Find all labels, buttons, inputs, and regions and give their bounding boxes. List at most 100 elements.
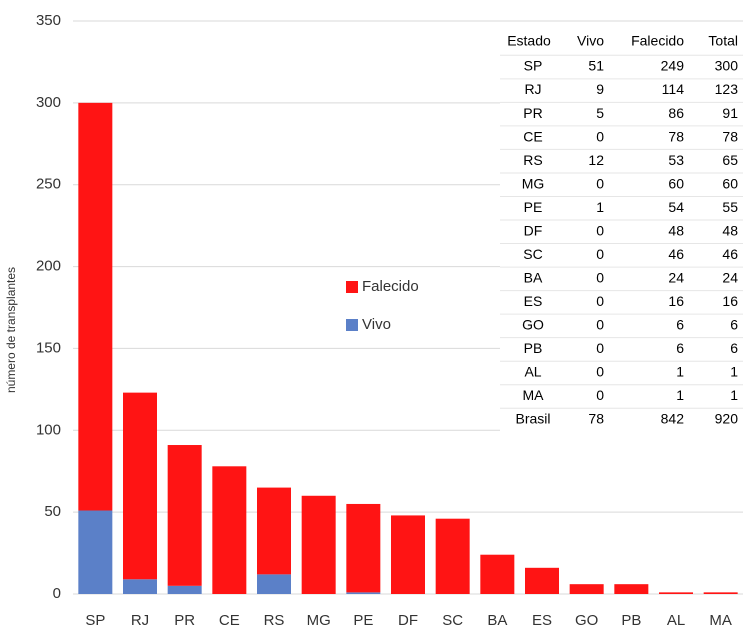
table-cell: 0: [596, 317, 604, 333]
table-cell: 91: [722, 105, 738, 121]
table-cell: 300: [715, 58, 739, 74]
table-bg: [500, 28, 743, 433]
bar-segment: [257, 574, 291, 594]
table-cell: 48: [668, 222, 684, 238]
table-cell: 78: [722, 128, 738, 144]
table-header: Vivo: [577, 33, 604, 49]
table-cell: BA: [524, 269, 543, 285]
table-cell: 65: [722, 152, 738, 168]
bar-segment: [480, 554, 515, 594]
table-cell: 123: [715, 81, 739, 97]
x-tick-label: SC: [442, 612, 463, 628]
x-tick-label: MG: [307, 612, 331, 628]
table-cell: DF: [524, 222, 543, 238]
bar-segment: [391, 515, 425, 594]
y-axis-label: número de transplantes: [4, 267, 18, 393]
table-cell: 24: [668, 269, 684, 285]
bar-segment: [257, 487, 291, 575]
table-cell: 920: [715, 411, 739, 427]
x-tick-label: SP: [85, 612, 105, 628]
table-cell: 12: [588, 152, 604, 168]
table-cell: MG: [522, 175, 545, 191]
table-cell: 16: [722, 293, 738, 309]
table-cell: 78: [588, 411, 604, 427]
table-cell: 16: [668, 293, 684, 309]
x-tick-label: PB: [621, 612, 641, 628]
table-cell: AL: [524, 364, 541, 380]
y-tick-label: 50: [44, 503, 61, 520]
x-tick-label: RJ: [131, 612, 149, 628]
x-tick-label: CE: [219, 612, 240, 628]
table-cell: 0: [596, 175, 604, 191]
table-cell: 114: [662, 81, 685, 97]
table-cell: 0: [596, 222, 604, 238]
x-tick-label: DF: [398, 612, 418, 628]
table-cell: MA: [523, 387, 545, 403]
bar-segment: [346, 503, 381, 593]
table-cell: 1: [676, 387, 684, 403]
bar-segment: [703, 592, 738, 594]
legend-label: Vivo: [362, 316, 391, 333]
table-cell: 55: [722, 199, 738, 215]
table-cell: 1: [730, 364, 738, 380]
table-cell: 249: [661, 58, 685, 74]
bar-segment: [78, 510, 113, 594]
bar-segment: [123, 392, 157, 580]
y-tick-label: 300: [36, 94, 61, 111]
y-tick-label: 200: [36, 258, 61, 275]
table-cell: 6: [676, 340, 684, 356]
table-cell: 60: [722, 175, 738, 191]
table-cell: GO: [522, 317, 544, 333]
legend-swatch: [346, 281, 358, 293]
table-cell: 0: [596, 128, 604, 144]
table-cell: ES: [524, 293, 543, 309]
legend-label: Falecido: [362, 278, 419, 295]
x-tick-label: PE: [353, 612, 373, 628]
table-cell: SC: [523, 246, 542, 262]
bar-segment: [167, 585, 202, 594]
y-tick-label: 250: [36, 176, 61, 193]
table-cell: 0: [596, 246, 604, 262]
bar-segment: [614, 584, 649, 594]
table-cell: 86: [668, 105, 684, 121]
table-cell: 842: [661, 411, 685, 427]
x-tick-label: RS: [264, 612, 285, 628]
table-cell: 46: [722, 246, 738, 262]
table-header: Estado: [507, 33, 551, 49]
table-cell: RJ: [524, 81, 541, 97]
bar-segment: [212, 466, 247, 594]
table-cell: 0: [596, 269, 604, 285]
legend-swatch: [346, 319, 358, 331]
bar-segment: [167, 445, 202, 586]
table-cell: 48: [722, 222, 738, 238]
bar-segment: [659, 592, 693, 594]
x-tick-label: GO: [575, 612, 598, 628]
table-cell: 5: [596, 105, 604, 121]
table-cell: Brasil: [515, 411, 550, 427]
table-cell: CE: [523, 128, 542, 144]
table-cell: PE: [524, 199, 543, 215]
table-cell: 46: [668, 246, 684, 262]
table-cell: 0: [596, 387, 604, 403]
table-cell: 0: [596, 340, 604, 356]
bar-segment: [301, 495, 336, 594]
bar-segment: [435, 518, 470, 594]
bar-segment: [525, 567, 559, 594]
table-cell: 6: [676, 317, 684, 333]
table-cell: PB: [524, 340, 543, 356]
table-cell: 1: [596, 199, 604, 215]
table-cell: SP: [524, 58, 543, 74]
x-tick-label: MA: [709, 612, 732, 628]
table-cell: 60: [668, 175, 684, 191]
table-cell: 24: [722, 269, 738, 285]
table-header: Falecido: [631, 33, 684, 49]
table-cell: 6: [730, 340, 738, 356]
y-tick-label: 0: [53, 585, 61, 602]
table-cell: PR: [523, 105, 542, 121]
table-cell: 9: [596, 81, 604, 97]
bar-segment: [346, 592, 381, 594]
x-tick-label: ES: [532, 612, 552, 628]
table-cell: 1: [730, 387, 738, 403]
table-cell: 78: [668, 128, 684, 144]
bar-segment: [78, 102, 113, 511]
